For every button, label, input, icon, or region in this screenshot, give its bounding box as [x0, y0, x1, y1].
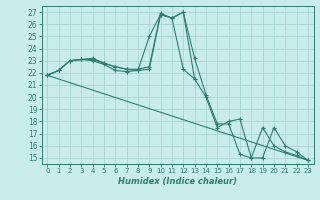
X-axis label: Humidex (Indice chaleur): Humidex (Indice chaleur): [118, 177, 237, 186]
